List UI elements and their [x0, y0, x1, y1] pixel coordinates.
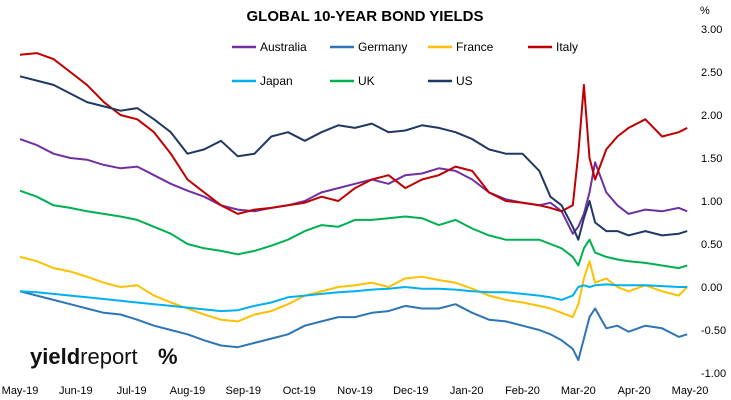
- series-line-italy: [19, 52, 688, 215]
- logo-text-bold: yield: [30, 344, 80, 369]
- y-tick-label: 3.00: [701, 24, 722, 36]
- y-tick-label: 2.00: [701, 110, 722, 122]
- series-line-france: [19, 255, 688, 323]
- series-line-japan: [19, 283, 688, 313]
- legend-label: Germany: [358, 40, 407, 54]
- yieldreport-logo: yieldreport %: [30, 344, 178, 369]
- legend-label: UK: [358, 74, 375, 88]
- legend-label: US: [456, 74, 473, 88]
- x-tick-label: Aug-19: [170, 385, 205, 397]
- series-layer: [19, 52, 688, 362]
- x-tick-label: May-19: [2, 385, 39, 397]
- legend-label: Australia: [260, 40, 307, 54]
- x-axis: May-19 Jun-19 Jul-19 Aug-19 Sep-19 Oct-19 Nov-…: [2, 385, 709, 397]
- y-tick-label: 0.00: [701, 282, 722, 294]
- chart-title: GLOBAL 10-YEAR BOND YIELDS: [247, 8, 484, 25]
- series-line-germany: [19, 290, 688, 362]
- legend-label: France: [456, 40, 494, 54]
- y-axis-unit: %: [700, 5, 710, 17]
- legend-label: Italy: [556, 40, 578, 54]
- x-tick-label: Dec-19: [393, 385, 428, 397]
- series-line-us: [19, 75, 688, 241]
- x-tick-label: Jul-19: [117, 385, 147, 397]
- series-line-australia: [19, 138, 688, 235]
- logo-percent-mark: %: [158, 344, 178, 369]
- x-tick-label: Oct-19: [283, 385, 316, 397]
- y-tick-label: 1.50: [701, 153, 722, 165]
- legend-label: Japan: [260, 74, 293, 88]
- y-tick-label: 0.50: [701, 239, 722, 251]
- x-tick-label: Jun-19: [59, 385, 93, 397]
- legend: Australia Germany France Italy Japan UK US: [232, 40, 578, 88]
- x-tick-label: Mar-20: [561, 385, 596, 397]
- y-axis: 3.00 2.50 2.00 1.50 1.00 0.50 0.00 -0.50 -1.00: [701, 24, 726, 380]
- x-tick-label: Apr-20: [618, 385, 651, 397]
- y-tick-label: 1.00: [701, 196, 722, 208]
- x-tick-label: Sep-19: [226, 385, 261, 397]
- series-line-uk: [19, 189, 688, 270]
- y-tick-label: 2.50: [701, 67, 722, 79]
- x-tick-label: Feb-20: [505, 385, 540, 397]
- y-tick-label: -0.50: [701, 325, 726, 337]
- x-tick-label: Jan-20: [450, 385, 484, 397]
- x-tick-label: Nov-19: [337, 385, 372, 397]
- y-tick-label: -1.00: [701, 368, 726, 380]
- logo-text-regular: report: [80, 344, 137, 369]
- logo-text: yieldreport: [30, 344, 138, 369]
- x-tick-label: May-20: [672, 385, 709, 397]
